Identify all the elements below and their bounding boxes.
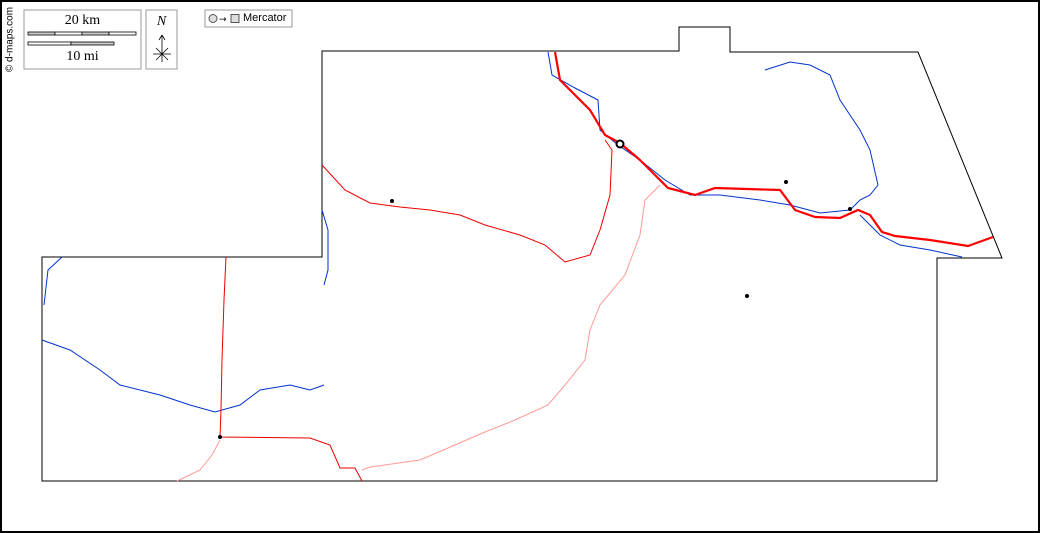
scale-mi-label: 10 mi [66, 49, 99, 64]
north-arrow-icon [153, 34, 171, 62]
region-boundary [41, 26, 1003, 482]
scale-km-label: 20 km [64, 13, 101, 28]
town-dot [848, 207, 852, 211]
projection-label: Mercator [243, 12, 287, 24]
projection-box [204, 9, 293, 28]
road-major [553, 51, 994, 248]
river [41, 339, 325, 413]
town-dot [218, 435, 222, 439]
road-minor [176, 439, 221, 482]
flat-map-icon [230, 14, 240, 23]
river [859, 214, 963, 258]
north-box [145, 9, 178, 70]
north-label: N [156, 14, 167, 29]
credit-text: © d-maps.com [4, 6, 16, 73]
road-secondary [321, 139, 613, 263]
globe-icon [208, 14, 218, 23]
river [43, 256, 63, 306]
town-dot [390, 199, 394, 203]
road-secondary [219, 256, 363, 482]
road-minor [361, 184, 661, 471]
town-dot [745, 294, 749, 298]
capital-marker [615, 139, 625, 149]
scale-box [23, 9, 142, 70]
river [321, 209, 329, 286]
arrow-icon: → [219, 15, 227, 25]
town-dot [784, 180, 788, 184]
